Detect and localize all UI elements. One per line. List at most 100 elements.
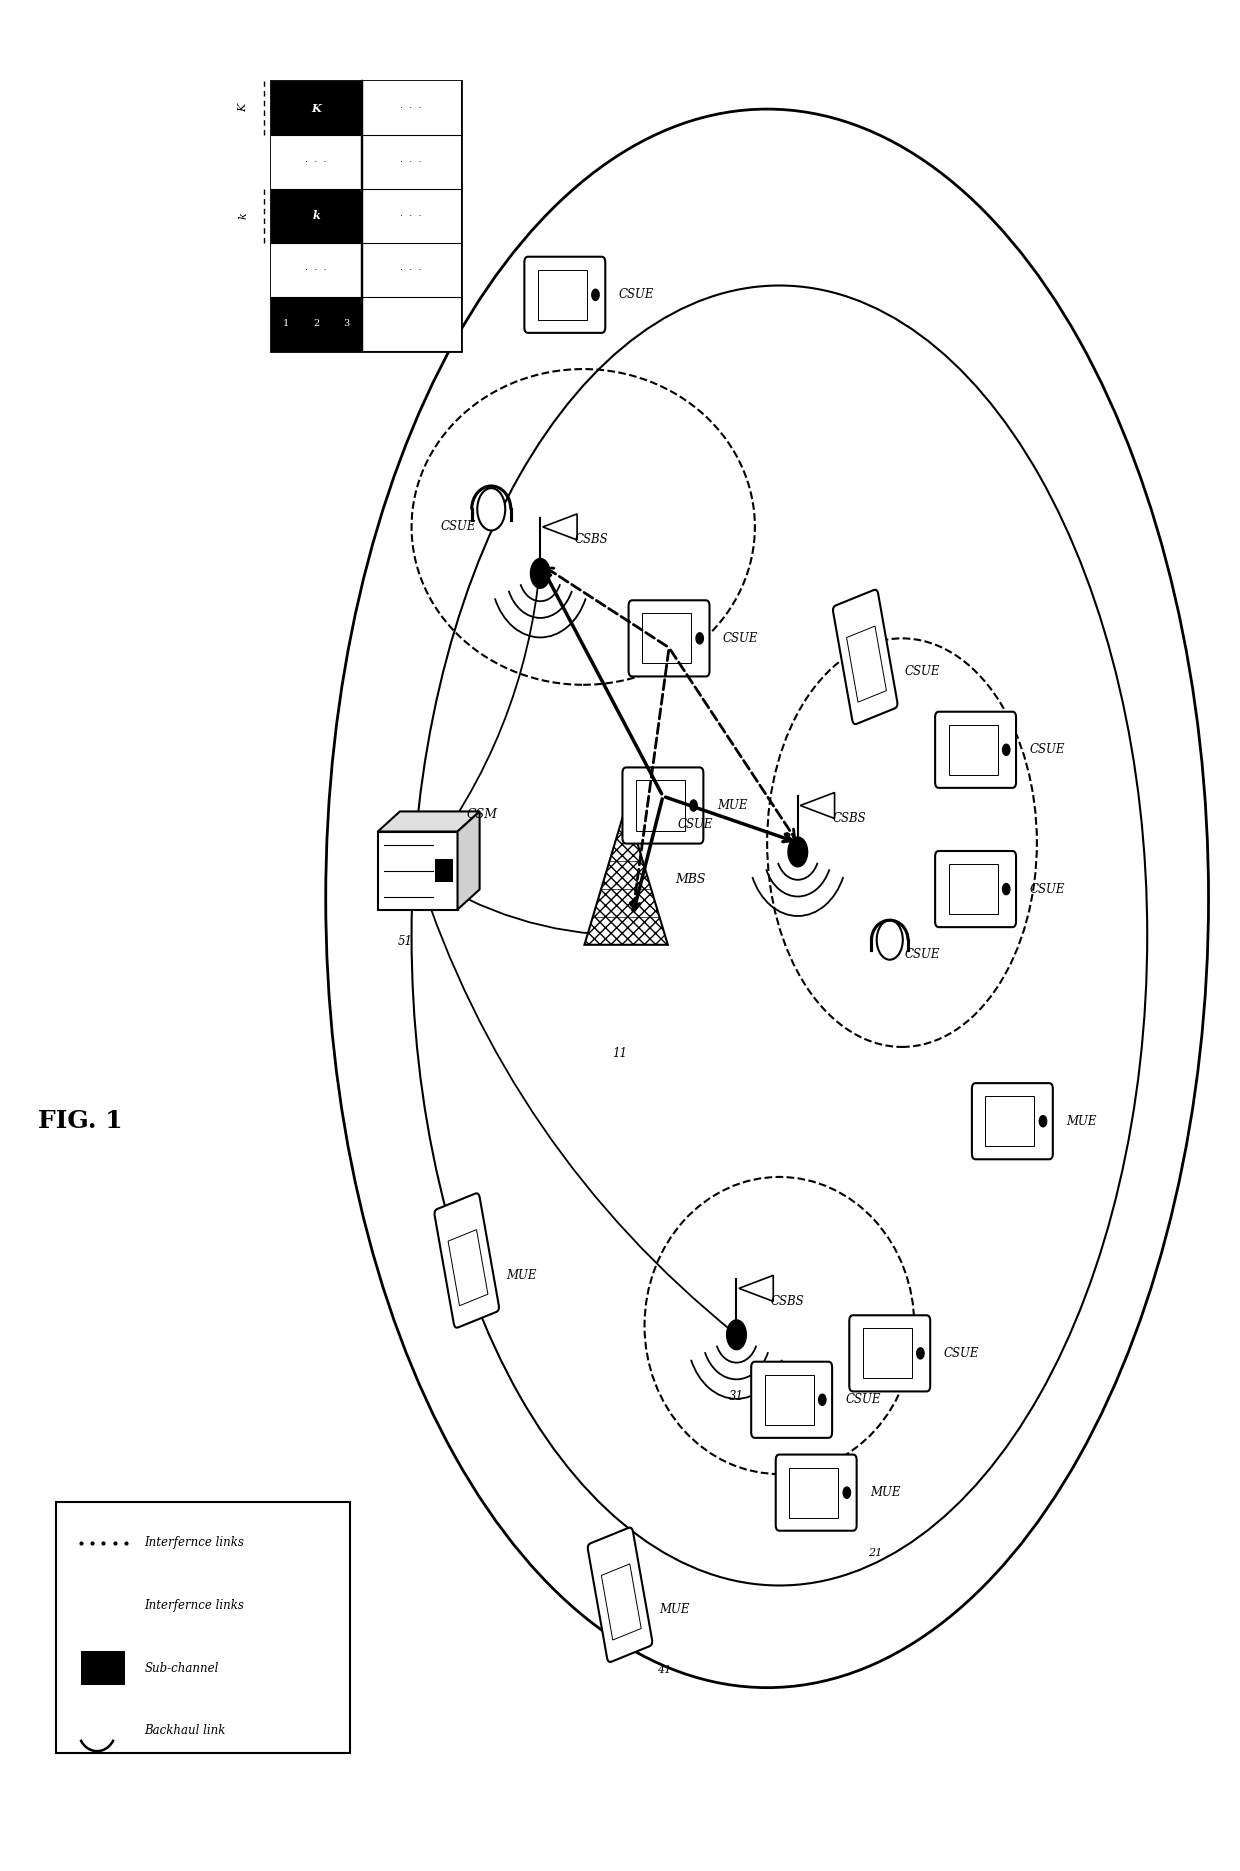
Text: CSUE: CSUE [904,666,940,679]
Text: K: K [311,103,321,114]
Bar [362,243,460,297]
Text: MUE: MUE [660,1603,689,1617]
Text: CSUE: CSUE [904,947,940,960]
Bar [56,1502,350,1753]
Text: ·  ·  ·: · · · [401,103,422,112]
Bar [362,189,460,243]
Polygon shape [458,812,480,909]
Circle shape [787,836,807,866]
Text: ·  ·  ·: · · · [305,264,327,275]
Circle shape [843,1487,851,1499]
Text: CSBS: CSBS [832,812,866,825]
Circle shape [1039,1115,1047,1126]
Polygon shape [543,515,577,541]
Bar [642,614,691,664]
FancyBboxPatch shape [751,1362,832,1437]
Polygon shape [800,793,835,818]
Circle shape [649,786,677,827]
Text: CSM: CSM [466,808,497,821]
Bar [378,831,458,909]
FancyBboxPatch shape [588,1527,652,1661]
Bar [81,1652,125,1684]
Circle shape [689,801,697,810]
Bar [601,1564,641,1641]
Bar [362,80,460,135]
FancyBboxPatch shape [622,767,703,844]
Text: FIG. 1: FIG. 1 [38,1110,123,1134]
Circle shape [877,921,903,960]
Text: MUE: MUE [506,1269,537,1282]
Text: CSUE: CSUE [1029,743,1065,756]
Polygon shape [739,1276,774,1302]
Text: CSUE: CSUE [846,1394,882,1407]
Text: Interfernce links: Interfernce links [144,1600,244,1611]
FancyBboxPatch shape [434,1194,498,1328]
Bar [362,135,460,189]
Bar [270,80,460,350]
Bar [448,1229,487,1306]
Text: MUE: MUE [1066,1115,1097,1128]
Text: Interfernce links: Interfernce links [144,1536,244,1549]
Bar [270,243,362,297]
Text: 51: 51 [398,936,413,949]
Text: CSUE: CSUE [677,818,713,831]
FancyBboxPatch shape [833,589,898,724]
Circle shape [591,290,599,301]
Bar [863,1328,911,1379]
Circle shape [727,1319,746,1349]
Text: 41: 41 [657,1665,671,1675]
Bar [789,1467,838,1517]
Bar [270,80,362,135]
FancyBboxPatch shape [525,256,605,333]
FancyBboxPatch shape [972,1083,1053,1160]
Bar [949,724,998,775]
Text: ·  ·  ·: · · · [401,211,422,221]
Text: CSUE: CSUE [1029,883,1065,896]
Text: 3: 3 [343,320,350,327]
Circle shape [1003,745,1009,756]
Text: k: k [312,210,320,221]
Text: 11: 11 [613,1048,627,1061]
Text: 1: 1 [283,320,289,327]
Text: 2: 2 [312,320,319,327]
Bar [270,135,362,189]
Circle shape [531,559,551,587]
Circle shape [1003,883,1009,894]
Text: K: K [238,105,248,112]
FancyBboxPatch shape [935,851,1016,928]
Text: MUE: MUE [717,799,748,812]
Bar [949,864,998,915]
Text: k: k [238,213,248,219]
FancyBboxPatch shape [935,711,1016,788]
Text: Backhaul link: Backhaul link [144,1725,226,1736]
Polygon shape [584,806,668,945]
Circle shape [696,632,703,644]
Text: ·  ·  ·: · · · [401,264,422,275]
Bar [270,297,362,350]
Text: CSUE: CSUE [441,520,476,533]
Bar [986,1096,1034,1147]
Bar [636,780,684,831]
Text: 21: 21 [868,1549,882,1559]
FancyBboxPatch shape [849,1315,930,1392]
Bar [538,269,587,320]
Bar [847,627,887,702]
Circle shape [818,1394,826,1405]
Bar [270,189,362,243]
Bar [765,1375,813,1426]
Bar [362,297,460,350]
Text: ·  ·  ·: · · · [401,157,422,167]
FancyBboxPatch shape [776,1454,857,1530]
Text: ·  ·  ·: · · · [305,157,327,167]
Text: Sub-channel: Sub-channel [144,1661,218,1675]
Text: MUE: MUE [870,1486,900,1499]
Text: CSUE: CSUE [944,1347,980,1360]
Circle shape [916,1347,924,1358]
FancyBboxPatch shape [629,601,709,677]
Text: CSUE: CSUE [723,632,759,645]
Text: CSBS: CSBS [574,533,609,546]
Bar [435,859,453,881]
Text: MBS: MBS [675,874,706,887]
Text: CSUE: CSUE [619,288,655,301]
Text: 31: 31 [729,1390,744,1403]
